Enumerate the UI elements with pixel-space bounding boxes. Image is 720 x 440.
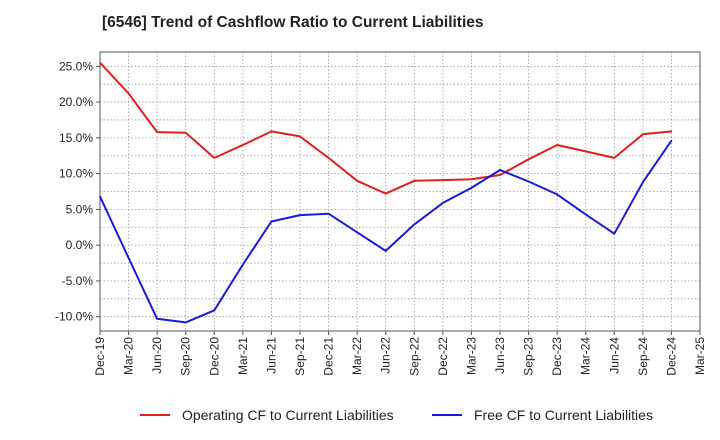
data-point-operating-cf — [384, 192, 387, 195]
data-point-free-cf — [356, 231, 358, 234]
data-point-operating-cf — [270, 130, 273, 133]
data-point-free-cf — [242, 263, 244, 266]
data-point-operating-cf — [413, 179, 416, 182]
data-point-free-cf — [299, 214, 301, 216]
data-point-free-cf — [213, 309, 216, 312]
x-tick-label: Mar-20 — [122, 337, 136, 375]
x-tick-label: Sep-24 — [636, 337, 650, 376]
data-point-free-cf — [670, 139, 673, 142]
data-point-free-cf — [556, 193, 558, 196]
y-tick-label: 5.0% — [66, 202, 94, 216]
chart-legend: Operating CF to Current Liabilities Free … — [0, 404, 720, 426]
data-point-operating-cf — [327, 157, 330, 159]
x-tick-label: Jun-23 — [493, 337, 507, 374]
x-tick-label: Dec-19 — [93, 337, 107, 376]
data-point-free-cf — [642, 181, 644, 183]
data-point-free-cf — [384, 250, 387, 252]
legend-swatch — [140, 414, 170, 416]
data-point-free-cf — [99, 195, 101, 198]
x-tick-label: Sep-20 — [179, 337, 193, 376]
x-tick-label: Dec-21 — [322, 337, 336, 376]
y-tick-label: 25.0% — [59, 59, 93, 73]
y-tick-label: -5.0% — [62, 274, 94, 288]
x-tick-label: Dec-22 — [436, 337, 450, 376]
data-point-operating-cf — [184, 132, 187, 134]
data-point-operating-cf — [242, 144, 244, 146]
data-point-operating-cf — [527, 158, 530, 161]
x-tick-label: Dec-20 — [207, 337, 221, 376]
y-tick-label: 10.0% — [59, 167, 93, 181]
data-point-free-cf — [413, 223, 416, 226]
x-tick-label: Jun-22 — [379, 337, 393, 374]
x-tick-label: Sep-22 — [407, 337, 421, 376]
data-point-free-cf — [184, 321, 187, 324]
y-tick-label: -10.0% — [55, 310, 93, 324]
data-point-free-cf — [127, 257, 130, 259]
data-point-operating-cf — [356, 179, 358, 182]
x-tick-label: Mar-21 — [236, 337, 250, 375]
chart-title: [6546] Trend of Cashflow Ratio to Curren… — [102, 14, 484, 31]
data-point-free-cf — [270, 220, 273, 223]
legend-item: Free CF to Current Liabilities — [432, 404, 653, 426]
data-point-operating-cf — [127, 92, 130, 95]
legend-item: Operating CF to Current Liabilities — [140, 404, 394, 426]
data-point-operating-cf — [99, 61, 101, 64]
data-point-operating-cf — [213, 157, 216, 159]
data-point-operating-cf — [556, 144, 558, 146]
plot-frame — [99, 51, 701, 332]
data-point-free-cf — [613, 232, 616, 235]
x-tick-label: Jun-24 — [607, 337, 621, 374]
line-chart: 25.0%20.0%15.0%10.0%5.0%0.0%-5.0%-10.0%D… — [55, 51, 707, 376]
y-tick-label: 0.0% — [66, 238, 94, 252]
data-point-operating-cf — [299, 135, 301, 138]
x-tick-label: Mar-23 — [464, 337, 478, 375]
legend-label: Operating CF to Current Liabilities — [182, 407, 394, 423]
data-point-operating-cf — [499, 174, 501, 176]
x-tick-label: Mar-24 — [579, 337, 593, 375]
y-tick-label: 15.0% — [59, 131, 93, 145]
data-point-operating-cf — [670, 130, 673, 133]
data-point-free-cf — [442, 202, 444, 204]
data-point-operating-cf — [470, 178, 473, 181]
x-tick-label: Dec-24 — [664, 337, 678, 376]
series-line-operating-cf — [99, 62, 672, 195]
data-point-free-cf — [584, 213, 587, 216]
data-point-operating-cf — [156, 131, 158, 133]
x-tick-label: Mar-25 — [693, 337, 707, 375]
x-tick-label: Jun-20 — [150, 337, 164, 374]
x-tick-label: Dec-23 — [550, 337, 564, 376]
data-point-free-cf — [499, 169, 501, 171]
data-point-free-cf — [156, 318, 158, 320]
data-point-operating-cf — [442, 179, 444, 181]
data-point-operating-cf — [642, 133, 644, 136]
data-point-free-cf — [527, 180, 530, 183]
y-tick-label: 20.0% — [59, 95, 93, 109]
legend-swatch — [432, 414, 462, 416]
legend-label: Free CF to Current Liabilities — [474, 407, 653, 423]
x-tick-label: Mar-22 — [350, 337, 364, 375]
x-tick-label: Jun-21 — [264, 337, 278, 374]
x-tick-label: Sep-23 — [522, 337, 536, 376]
data-point-operating-cf — [613, 157, 616, 159]
data-point-free-cf — [327, 212, 330, 215]
data-point-operating-cf — [584, 150, 587, 153]
x-tick-label: Sep-21 — [293, 337, 307, 376]
data-point-free-cf — [470, 187, 473, 189]
